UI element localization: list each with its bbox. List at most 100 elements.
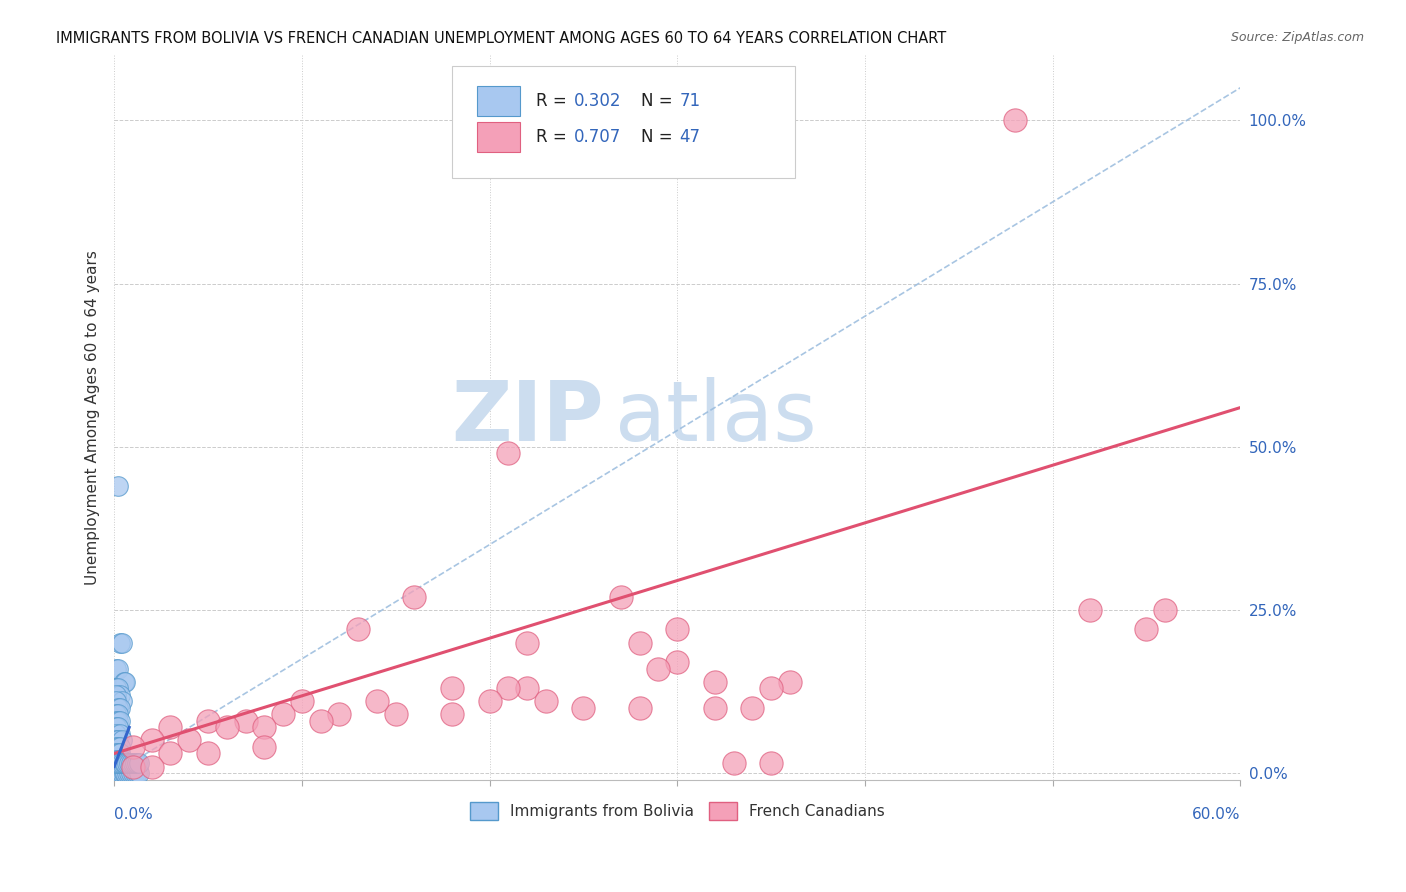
Point	[108, 747, 131, 761]
Point	[107, 747, 129, 761]
Point	[105, 753, 128, 767]
Point	[111, 763, 134, 777]
Point	[108, 756, 131, 771]
Point	[107, 701, 129, 715]
Point	[118, 766, 141, 780]
Point	[114, 674, 136, 689]
Point	[124, 756, 146, 771]
Point	[404, 590, 426, 604]
Point	[703, 701, 725, 715]
Point	[610, 590, 633, 604]
Point	[111, 766, 134, 780]
Point	[111, 694, 134, 708]
Point	[1004, 113, 1026, 128]
Point	[107, 479, 129, 493]
Point	[105, 688, 128, 702]
Point	[253, 720, 276, 734]
Point	[107, 707, 129, 722]
Point	[112, 674, 135, 689]
Point	[440, 707, 463, 722]
Point	[197, 714, 219, 728]
Point	[108, 701, 131, 715]
FancyBboxPatch shape	[477, 86, 520, 116]
Text: R =: R =	[537, 128, 572, 146]
Point	[128, 756, 150, 771]
Text: Source: ZipAtlas.com: Source: ZipAtlas.com	[1230, 31, 1364, 45]
Point	[120, 766, 142, 780]
Point	[141, 759, 163, 773]
Point	[122, 739, 145, 754]
Point	[516, 635, 538, 649]
Text: 47: 47	[679, 128, 700, 146]
Point	[107, 681, 129, 696]
Point	[124, 766, 146, 780]
Point	[159, 747, 181, 761]
Point	[516, 681, 538, 696]
Point	[741, 701, 763, 715]
Legend: Immigrants from Bolivia, French Canadians: Immigrants from Bolivia, French Canadian…	[464, 796, 890, 826]
Text: ZIP: ZIP	[451, 377, 605, 458]
Point	[105, 707, 128, 722]
Point	[1135, 623, 1157, 637]
Point	[117, 766, 139, 780]
Text: atlas: atlas	[616, 377, 817, 458]
Point	[478, 694, 501, 708]
Point	[328, 707, 350, 722]
Point	[105, 766, 128, 780]
FancyBboxPatch shape	[451, 66, 796, 178]
Point	[112, 756, 135, 771]
Point	[105, 747, 128, 761]
Point	[105, 739, 128, 754]
Point	[105, 759, 128, 773]
Point	[498, 446, 520, 460]
Point	[628, 701, 651, 715]
Point	[108, 753, 131, 767]
Point	[105, 733, 128, 747]
Point	[440, 681, 463, 696]
Point	[107, 714, 129, 728]
Point	[105, 720, 128, 734]
Point	[1154, 603, 1177, 617]
Point	[759, 681, 782, 696]
Point	[105, 681, 128, 696]
Point	[107, 739, 129, 754]
Point	[105, 714, 128, 728]
Point	[779, 674, 801, 689]
Point	[120, 756, 142, 771]
Point	[235, 714, 257, 728]
Point	[107, 766, 129, 780]
Point	[111, 756, 134, 771]
Point	[347, 623, 370, 637]
Point	[122, 766, 145, 780]
Point	[125, 766, 148, 780]
Point	[108, 714, 131, 728]
Point	[253, 739, 276, 754]
Point	[125, 756, 148, 771]
Point	[117, 756, 139, 771]
FancyBboxPatch shape	[477, 122, 520, 153]
Point	[159, 720, 181, 734]
Point	[141, 733, 163, 747]
Point	[108, 635, 131, 649]
Point	[105, 662, 128, 676]
Point	[384, 707, 406, 722]
Text: 0.707: 0.707	[574, 128, 621, 146]
Point	[108, 759, 131, 773]
Point	[309, 714, 332, 728]
Point	[572, 701, 595, 715]
Point	[111, 753, 134, 767]
Point	[366, 694, 388, 708]
Point	[105, 763, 128, 777]
Point	[647, 662, 669, 676]
Text: 0.302: 0.302	[574, 92, 621, 110]
Point	[122, 756, 145, 771]
Point	[107, 753, 129, 767]
Point	[111, 635, 134, 649]
Point	[628, 635, 651, 649]
Point	[108, 766, 131, 780]
Text: N =: N =	[641, 128, 678, 146]
Point	[112, 766, 135, 780]
Text: N =: N =	[641, 92, 678, 110]
Text: IMMIGRANTS FROM BOLIVIA VS FRENCH CANADIAN UNEMPLOYMENT AMONG AGES 60 TO 64 YEAR: IMMIGRANTS FROM BOLIVIA VS FRENCH CANADI…	[56, 31, 946, 46]
Point	[108, 763, 131, 777]
